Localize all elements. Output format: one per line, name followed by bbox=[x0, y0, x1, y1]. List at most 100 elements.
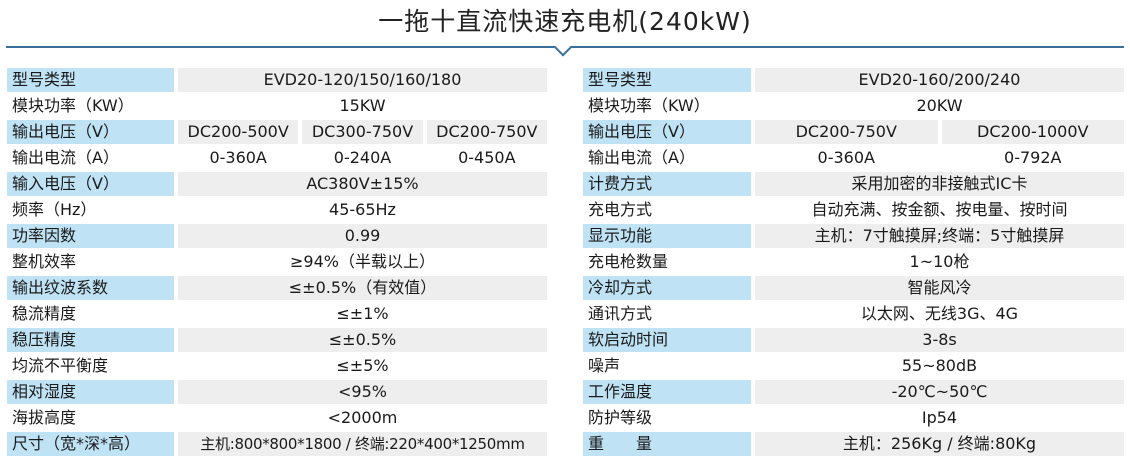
spec-value: ≤±1% bbox=[336, 304, 389, 323]
spec-row: 均流不平衡度 ≤±5% bbox=[7, 354, 547, 378]
spec-value: 以太网、无线3G、4G bbox=[860, 304, 1019, 323]
spec-label: 通讯方式 bbox=[588, 304, 653, 323]
spec-value: 主机:800*800*1800 / 终端:220*400*1250mm bbox=[178, 432, 547, 456]
spec-value: 0-240A bbox=[333, 148, 392, 167]
spec-row: 尺寸（宽*深*高） 主机:800*800*1800 / 终端:220*400*12… bbox=[7, 432, 547, 456]
spec-row: 冷却方式 智能风冷 bbox=[583, 276, 1124, 300]
spec-values: 主机:800*800*1800 / 终端:220*400*1250mm bbox=[178, 432, 547, 456]
spec-value: DC200-750V bbox=[426, 120, 547, 144]
spec-label: 工作温度 bbox=[583, 380, 751, 404]
spec-value: ≤±0.5% bbox=[178, 328, 547, 352]
spec-row: 噪声 55~80dB bbox=[583, 354, 1124, 378]
spec-values: 3-8s bbox=[755, 328, 1124, 352]
divider-notch bbox=[554, 39, 572, 57]
spec-label: 相对湿度 bbox=[7, 380, 174, 404]
spec-row: 充电方式 自动充满、按金额、按电量、按时间 bbox=[583, 198, 1124, 222]
spec-row: 模块功率（KW） 15KW bbox=[7, 94, 547, 118]
spec-values: -20℃~50℃ bbox=[755, 380, 1124, 404]
spec-values: ≤±5% bbox=[178, 354, 547, 378]
spec-label: 输出电压（V） bbox=[7, 120, 174, 144]
spec-value: DC300-750V bbox=[302, 120, 423, 144]
spec-value: DC200-750V bbox=[755, 120, 938, 144]
spec-row: 显示功能 主机：7寸触摸屏;终端：5寸触摸屏 bbox=[583, 224, 1124, 248]
spec-values: ≤±0.5%（有效值） bbox=[178, 276, 547, 300]
spec-value: <2000m bbox=[327, 408, 398, 427]
spec-row: 输出电压（V） DC200-750V DC200-1000V bbox=[583, 120, 1124, 144]
spec-label: 充电方式 bbox=[588, 200, 653, 219]
spec-value: <95% bbox=[178, 380, 547, 404]
spec-values: EVD20-160/200/240 bbox=[755, 68, 1124, 92]
spec-row: 通讯方式 以太网、无线3G、4G bbox=[583, 302, 1124, 326]
spec-row: 输出电压（V） DC200-500V DC300-750V DC200-750V bbox=[7, 120, 547, 144]
spec-values: ≤±1% bbox=[178, 302, 547, 326]
spec-value: Ip54 bbox=[921, 408, 958, 427]
spec-value: EVD20-160/200/240 bbox=[755, 68, 1124, 92]
spec-table-right: 型号类型 EVD20-160/200/240 模块功率（KW） 20KW 输出电压（V）… bbox=[583, 68, 1124, 458]
spec-label: 整机效率 bbox=[12, 252, 77, 271]
spec-value: 15KW bbox=[339, 96, 386, 115]
spec-value: 0-360A bbox=[817, 148, 875, 167]
spec-values: ≤±0.5% bbox=[178, 328, 547, 352]
spec-value: 45-65Hz bbox=[329, 200, 396, 219]
spec-values: 0-360A 0-240A 0-450A bbox=[178, 146, 547, 170]
spec-values: 15KW bbox=[178, 94, 547, 118]
spec-values: 55~80dB bbox=[755, 354, 1124, 378]
spec-label: 尺寸（宽*深*高） bbox=[7, 432, 174, 456]
spec-values: 0.99 bbox=[178, 224, 547, 248]
spec-value: 55~80dB bbox=[901, 356, 978, 375]
spec-label: 海拔高度 bbox=[12, 408, 77, 427]
spec-values: 以太网、无线3G、4G bbox=[755, 302, 1124, 326]
spec-value: 智能风冷 bbox=[755, 276, 1124, 300]
spec-values: DC200-500V DC300-750V DC200-750V bbox=[178, 120, 547, 144]
spec-label: 输出电流（A） bbox=[588, 148, 695, 167]
spec-row: 计费方式 采用加密的非接触式IC卡 bbox=[583, 172, 1124, 196]
spec-row: 稳流精度 ≤±1% bbox=[7, 302, 547, 326]
spec-values: 智能风冷 bbox=[755, 276, 1124, 300]
spec-values: 采用加密的非接触式IC卡 bbox=[755, 172, 1124, 196]
spec-value: 20KW bbox=[916, 96, 963, 115]
spec-value: 主机：7寸触摸屏;终端：5寸触摸屏 bbox=[755, 224, 1124, 248]
spec-label: 均流不平衡度 bbox=[12, 356, 109, 375]
spec-value: 1~10枪 bbox=[909, 252, 970, 271]
spec-label: 输出电流（A） bbox=[12, 148, 119, 167]
spec-values: ≥94%（半载以上） bbox=[178, 250, 547, 274]
spec-values: 45-65Hz bbox=[178, 198, 547, 222]
spec-value: ≥94%（半载以上） bbox=[290, 252, 435, 271]
spec-label: 稳流精度 bbox=[12, 304, 77, 323]
spec-value: 采用加密的非接触式IC卡 bbox=[755, 172, 1124, 196]
spec-row: 功率因数 0.99 bbox=[7, 224, 547, 248]
spec-values: DC200-750V DC200-1000V bbox=[755, 120, 1124, 144]
spec-label: 型号类型 bbox=[583, 68, 751, 92]
spec-label: 计费方式 bbox=[583, 172, 751, 196]
spec-label: 频率（Hz） bbox=[12, 200, 97, 219]
spec-label: 防护等级 bbox=[588, 408, 653, 427]
spec-value: ≤±5% bbox=[336, 356, 389, 375]
spec-row: 重 量主机：256Kg / 终端:80Kg bbox=[583, 432, 1124, 456]
spec-row: 工作温度 -20℃~50℃ bbox=[583, 380, 1124, 404]
spec-value: DC200-1000V bbox=[941, 120, 1124, 144]
spec-row: 输出纹波系数 ≤±0.5%（有效值） bbox=[7, 276, 547, 300]
spec-label: 充电枪数量 bbox=[588, 252, 669, 271]
spec-row: 相对湿度 <95% bbox=[7, 380, 547, 404]
spec-row: 输出电流（A） 0-360A 0-792A bbox=[583, 146, 1124, 170]
spec-row: 型号类型 EVD20-160/200/240 bbox=[583, 68, 1124, 92]
spec-label: 软启动时间 bbox=[583, 328, 751, 352]
page-title: 一拖十直流快速充电机(240kW) bbox=[378, 7, 752, 36]
spec-label: 模块功率（KW） bbox=[588, 96, 710, 115]
spec-label: 冷却方式 bbox=[583, 276, 751, 300]
spec-table-left: 型号类型 EVD20-120/150/160/180 模块功率（KW） 15KW 输出电… bbox=[7, 68, 547, 458]
spec-values: EVD20-120/150/160/180 bbox=[178, 68, 547, 92]
spec-row: 模块功率（KW） 20KW bbox=[583, 94, 1124, 118]
spec-values: 自动充满、按金额、按电量、按时间 bbox=[755, 198, 1124, 222]
spec-row: 海拔高度 <2000m bbox=[7, 406, 547, 430]
spec-value: 0.99 bbox=[178, 224, 547, 248]
spec-row: 型号类型 EVD20-120/150/160/180 bbox=[7, 68, 547, 92]
spec-label: 稳压精度 bbox=[7, 328, 174, 352]
spec-value: 3-8s bbox=[755, 328, 1124, 352]
spec-value: ≤±0.5%（有效值） bbox=[178, 276, 547, 300]
spec-label: 输入电压（V） bbox=[7, 172, 174, 196]
spec-value: 主机：256Kg / 终端:80Kg bbox=[755, 432, 1124, 456]
spec-value: -20℃~50℃ bbox=[755, 380, 1124, 404]
spec-row: 整机效率 ≥94%（半载以上） bbox=[7, 250, 547, 274]
spec-label: 显示功能 bbox=[583, 224, 751, 248]
